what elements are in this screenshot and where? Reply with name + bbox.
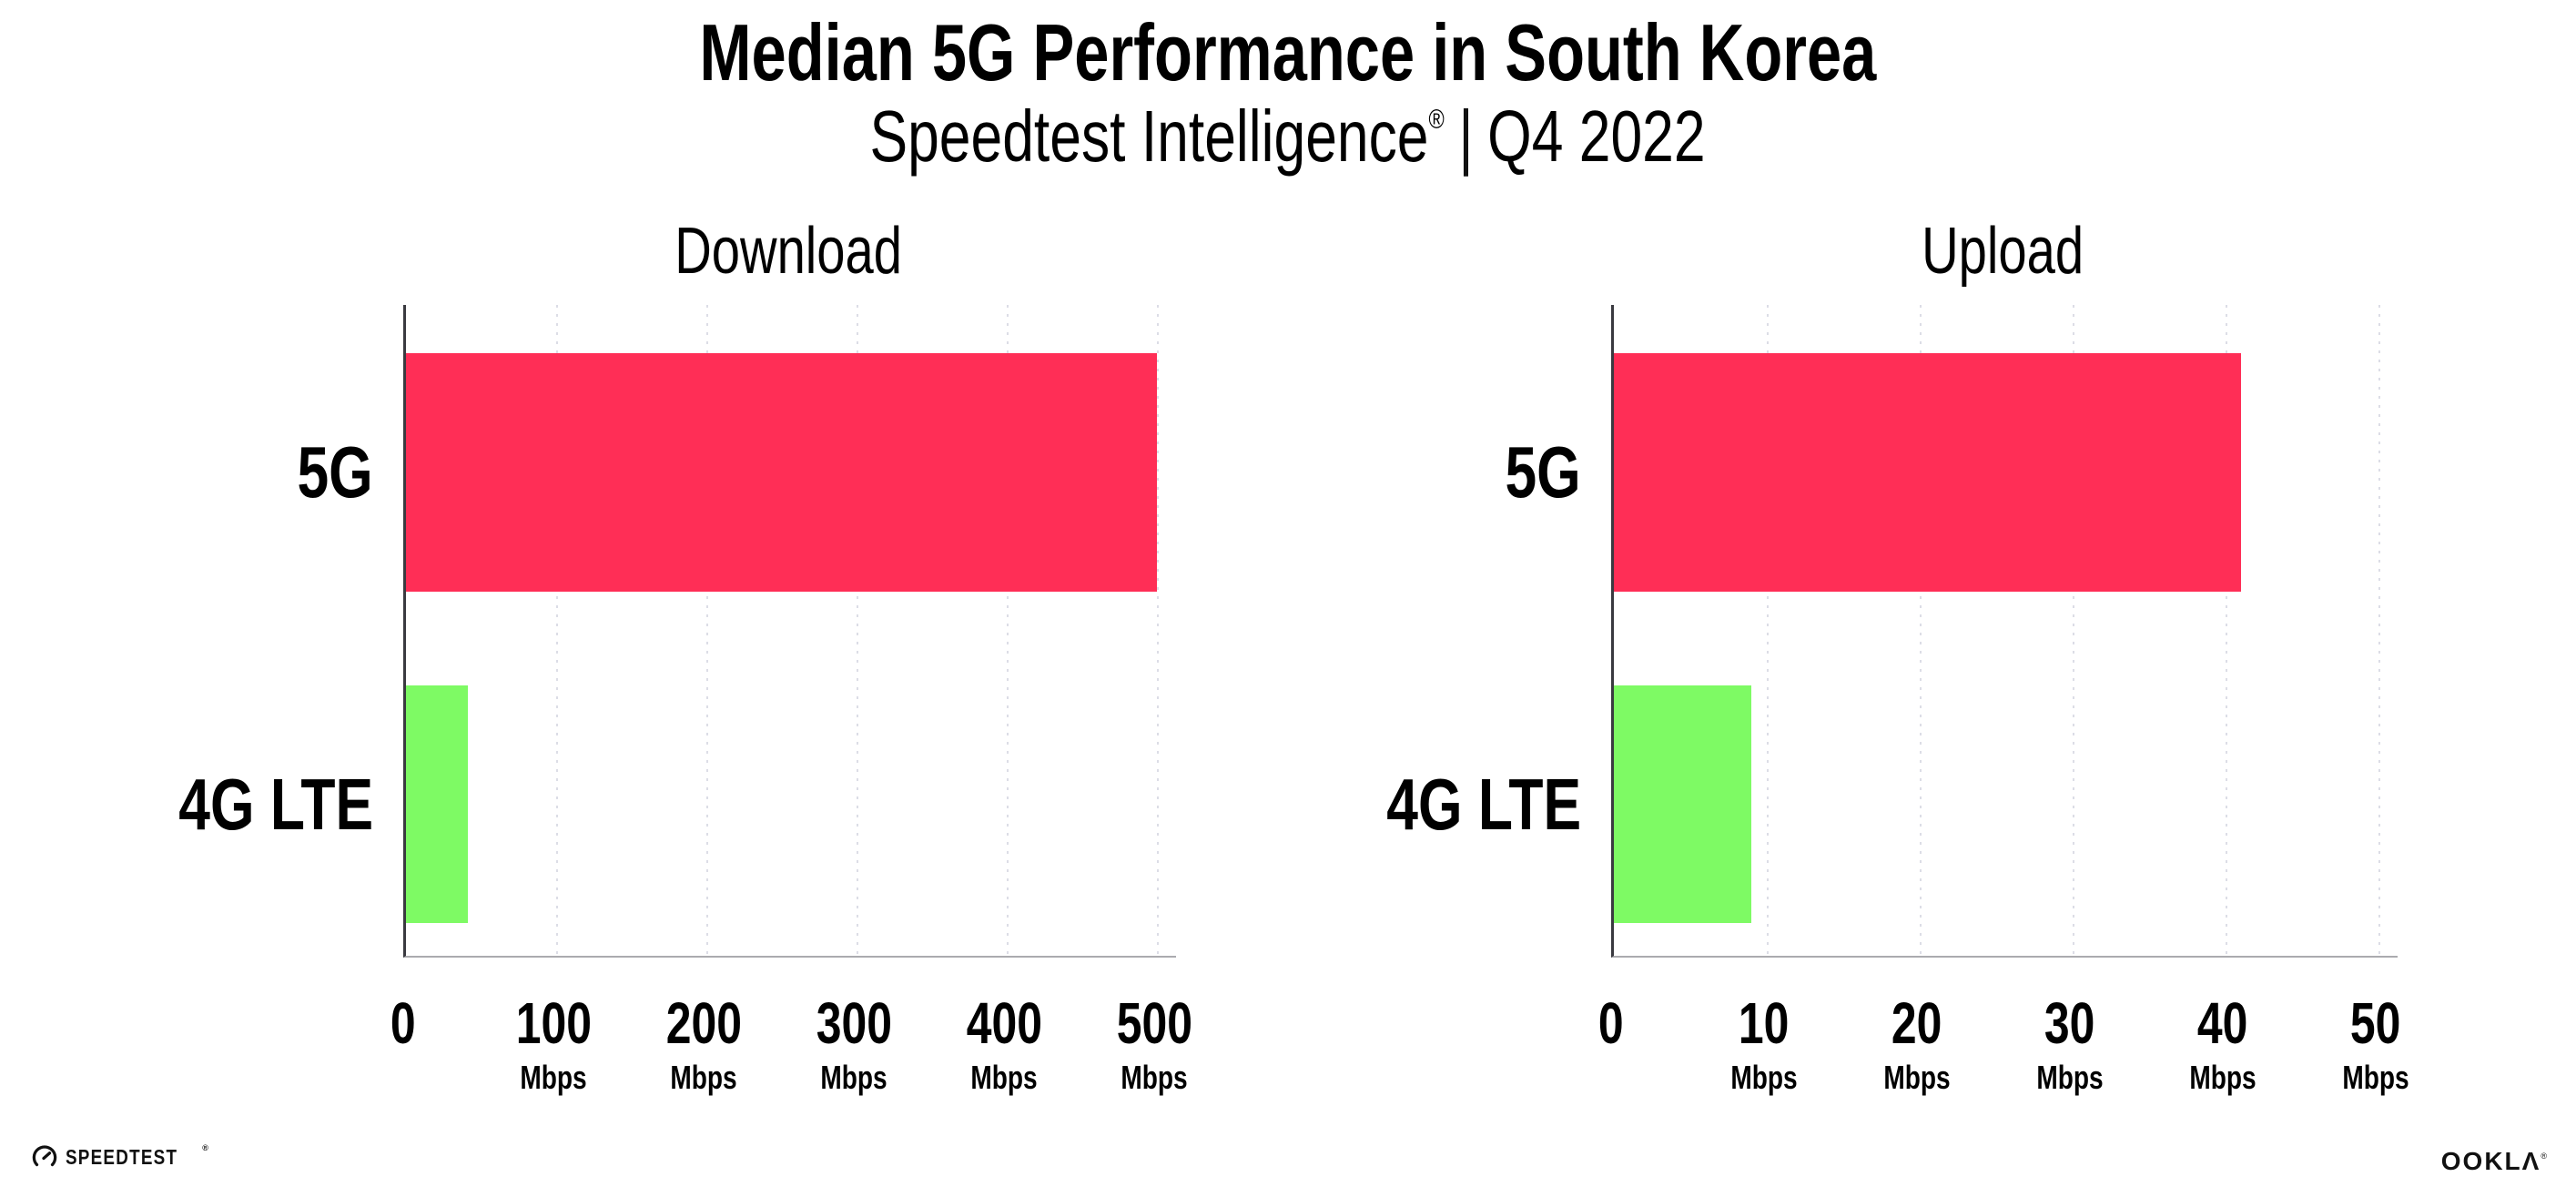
category-label-4g-lte: 4G LTE [1386,764,1581,845]
upload-plot-area [1611,305,2398,958]
gridline [1920,305,1922,956]
x-tick: 0 [1598,990,1624,1056]
upload-chart-title: Upload [1922,215,2084,288]
gridline [2226,305,2227,956]
page-title: Median 5G Performance in South Korea [0,7,2576,97]
x-tick: 300 Mbps [816,990,892,1096]
upload-5g-bar [1614,352,2241,592]
x-tick: 30 Mbps [2036,990,2104,1096]
download-plot-area [403,305,1176,958]
gridline [706,305,709,956]
x-tick: 200 Mbps [665,990,742,1096]
gridline [1157,305,1160,956]
page-title-text: Median 5G Performance in South Korea [699,7,1877,97]
gridline [1007,305,1009,956]
speedtest-wordmark: SPEEDTEST [66,1144,178,1169]
subtitle-brand: Speedtest Intelligence [869,96,1429,177]
download-4g-lte-bar [406,685,468,924]
x-tick: 20 Mbps [1883,990,1951,1096]
subtitle-separator: | [1458,96,1475,177]
gridline [556,305,559,956]
speedtest-gauge-icon [32,1145,57,1167]
ookla-logo: OOKLΛ® [2441,1147,2547,1176]
ookla-wordmark: OOKLΛ [2440,1147,2541,1175]
x-tick: 400 Mbps [966,990,1042,1096]
registered-mark-icon: ® [1428,105,1445,136]
download-x-axis: 0 100 Mbps 200 Mbps 300 Mbps 400 Mbps 50… [390,990,1192,1112]
x-tick: 10 Mbps [1730,990,1798,1096]
download-chart: Download 5G 4G LTE 0 100 Mbps 20 [100,218,1220,1129]
download-chart-title: Download [674,215,902,288]
x-tick: 40 Mbps [2189,990,2257,1096]
registered-mark-icon: ® [202,1142,210,1152]
registered-mark-icon: ® [2541,1151,2547,1161]
gridline [1767,305,1769,956]
category-label-5g: 5G [1505,431,1581,512]
x-tick: 500 Mbps [1116,990,1193,1096]
category-label-5g: 5G [297,431,373,512]
page-subtitle: Speedtest Intelligence® | Q4 2022 [0,98,2576,175]
gridline [2378,305,2380,956]
upload-4g-lte-bar [1614,685,1752,924]
download-5g-bar [406,352,1158,592]
subtitle-period: Q4 2022 [1487,96,1707,177]
gridline [857,305,859,956]
x-tick: 0 [390,990,416,1056]
speedtest-logo: SPEEDTEST ® [31,1143,209,1171]
upload-x-axis: 0 10 Mbps 20 Mbps 30 Mbps 40 Mbps 50 Mbp… [1598,990,2409,1112]
gridline [2073,305,2074,956]
upload-chart: Upload 5G 4G LTE 0 10 Mbps 20 [1308,218,2437,1129]
x-tick: 50 Mbps [2342,990,2409,1096]
category-label-4g-lte: 4G LTE [178,764,373,845]
x-tick: 100 Mbps [515,990,592,1096]
